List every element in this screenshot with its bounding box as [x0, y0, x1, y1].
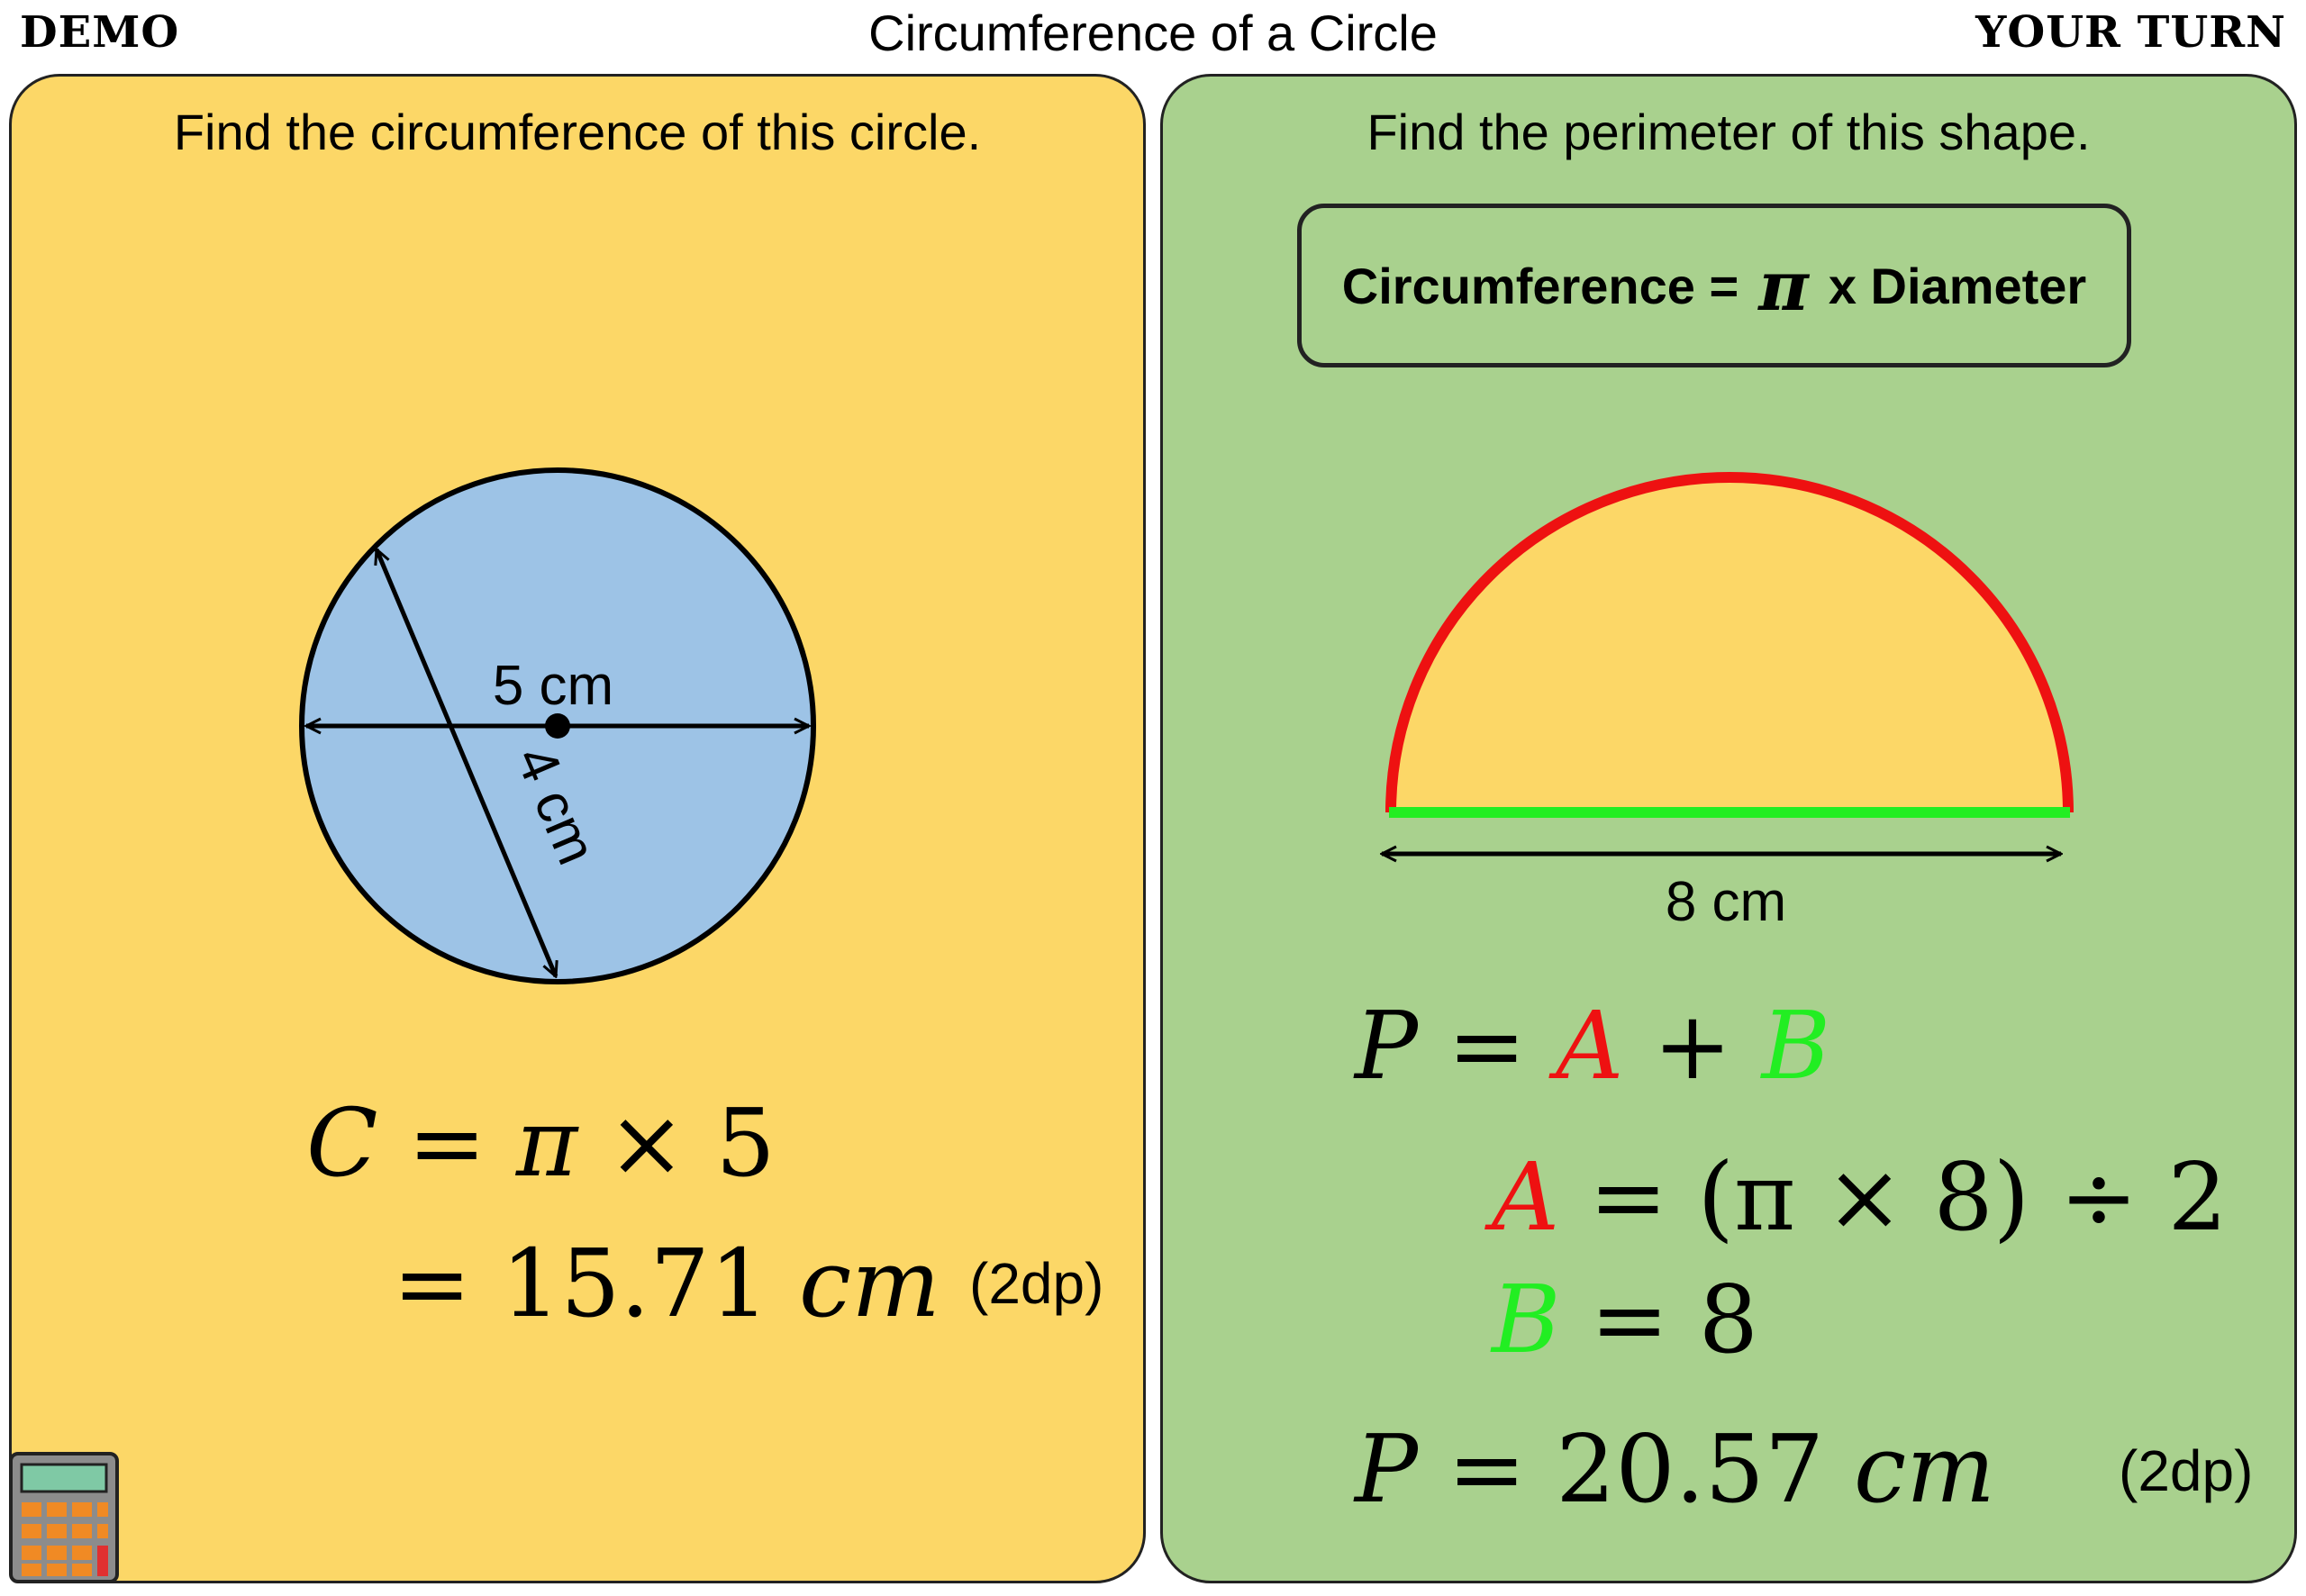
perimeter-answer: P = 20.57 cm [1355, 1414, 1995, 1524]
arc-length-equation: A = (π × 8) ÷ 2 [1492, 1142, 2228, 1252]
formula-box: Circumference = π x Diameter [1297, 204, 2131, 367]
calculator-icon [9, 1452, 119, 1583]
diameter-equation: B = 8 [1492, 1265, 1758, 1374]
semicircle-fill [1391, 477, 2068, 812]
center-dot [545, 713, 570, 739]
demo-prompt: Find the circumference of this circle. [173, 104, 982, 160]
demo-equation-line2: = 15.71 cm [393, 1229, 940, 1338]
diagonal-chord-arrow [377, 549, 556, 976]
perimeter-equation: P = A + B [1355, 991, 1831, 1101]
demo-panel [9, 74, 1146, 1583]
demo-equation-line1: C = π × 5 [306, 1088, 776, 1198]
diameter-label: 8 cm [1666, 871, 1786, 933]
your-turn-label: YOUR TURN [1975, 7, 2286, 58]
demo-rounding-note: (2dp) [969, 1251, 1104, 1316]
your-turn-panel [1160, 74, 2297, 1583]
page-title: Circumference of a Circle [868, 5, 1438, 61]
demo-label: DEMO [20, 7, 180, 58]
your-turn-prompt: Find the perimeter of this shape. [1366, 104, 2091, 160]
your-turn-rounding-note: (2dp) [2119, 1438, 2254, 1503]
semicircle-arc [1385, 472, 2074, 813]
horizontal-label: 5 cm [493, 655, 613, 717]
